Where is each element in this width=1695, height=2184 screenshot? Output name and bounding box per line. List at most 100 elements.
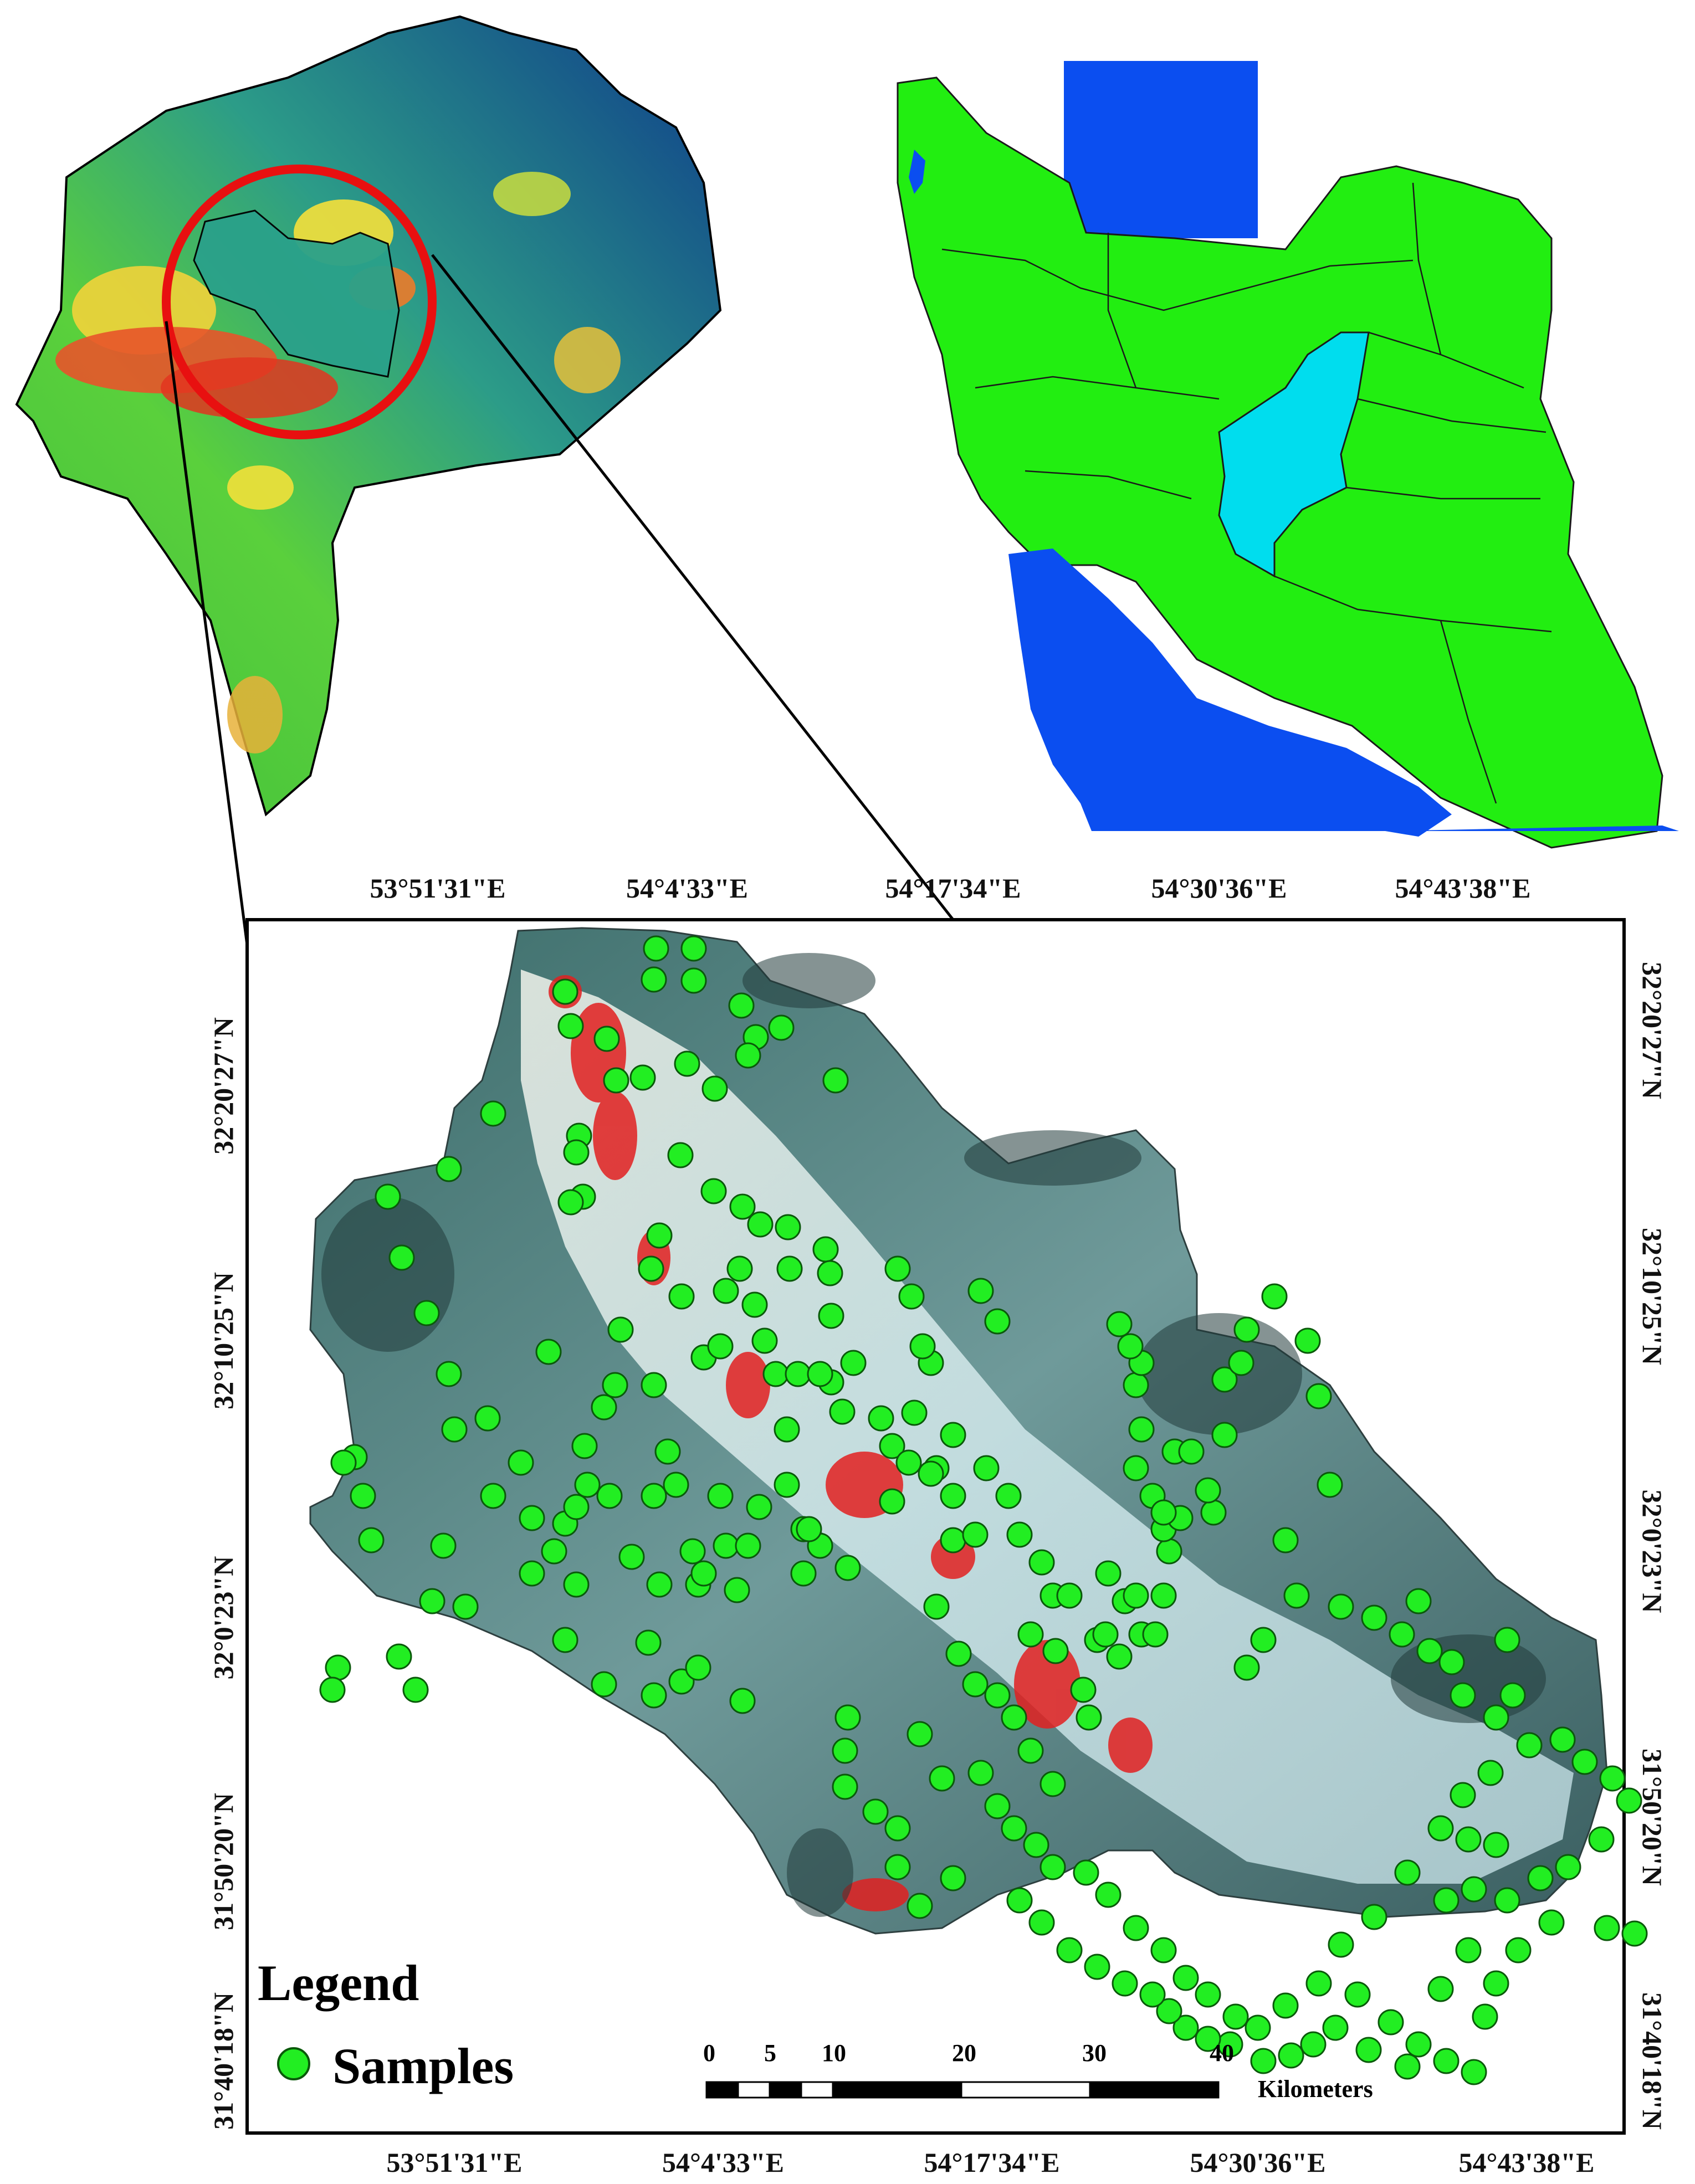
- persian-gulf: [1008, 548, 1679, 837]
- sample-point: [641, 1483, 667, 1509]
- sample-point: [984, 1308, 1011, 1335]
- sample-point: [1017, 1737, 1044, 1764]
- sample-point: [1599, 1765, 1626, 1792]
- sample-point: [638, 1255, 664, 1282]
- lat-label-left: 32°10'25"N: [208, 1272, 239, 1409]
- sample-point: [1211, 1422, 1238, 1448]
- sample-point: [1317, 1472, 1343, 1498]
- sample-point: [1361, 1604, 1387, 1631]
- sample-point: [1494, 1887, 1520, 1914]
- sample-point: [1092, 1621, 1119, 1648]
- sample-point: [1328, 1593, 1354, 1620]
- sample-point: [1450, 1682, 1476, 1709]
- highlighted-province: [1218, 331, 1370, 578]
- sample-point: [1039, 1771, 1066, 1797]
- sample-point: [325, 1654, 351, 1681]
- scale-tick-label: 30: [1082, 2039, 1107, 2067]
- sample-point: [1028, 1549, 1055, 1576]
- lat-label-left: 32°20'27"N: [208, 1017, 239, 1155]
- sample-point: [402, 1677, 429, 1703]
- sample-point: [1272, 1992, 1299, 2019]
- country-inset-map: [897, 61, 1679, 849]
- sample-point: [747, 1211, 774, 1238]
- sample-point: [1455, 1937, 1482, 1963]
- sample-point: [1555, 1854, 1581, 1880]
- sample-point: [746, 1494, 772, 1520]
- sample-point: [884, 1815, 911, 1842]
- lat-label-left: 31°40'18"N: [208, 1992, 239, 2130]
- sample-point: [1156, 1538, 1182, 1565]
- sample-point: [1361, 1904, 1387, 1930]
- dem-patch: [227, 676, 283, 753]
- sample-point: [1278, 2042, 1304, 2069]
- sample-point: [641, 1372, 667, 1398]
- lat-label-left: 31°50'20"N: [208, 1793, 239, 1930]
- sample-point: [918, 1460, 944, 1487]
- sample-point: [1150, 1582, 1177, 1609]
- lon-label-top: 53°51'31"E: [370, 873, 506, 904]
- sample-point: [1483, 1704, 1509, 1731]
- sample-point: [1494, 1627, 1520, 1653]
- sample-point: [375, 1183, 401, 1210]
- sample-point: [967, 1278, 994, 1304]
- sample-point: [807, 1361, 833, 1387]
- sample-point: [701, 1075, 728, 1102]
- sample-point: [1416, 1638, 1443, 1664]
- sample-point: [834, 1555, 861, 1581]
- sample-point: [413, 1300, 440, 1326]
- sample-point: [1427, 1815, 1454, 1842]
- sample-point: [679, 1538, 706, 1565]
- sample-point: [741, 1291, 768, 1318]
- sample-point: [1588, 1826, 1615, 1853]
- sample-point: [1200, 1499, 1227, 1526]
- sample-point: [557, 1189, 584, 1216]
- sample-point: [774, 1416, 800, 1443]
- lat-label-right: 31°50'20"N: [1637, 1749, 1668, 1886]
- sample-points: [319, 935, 1648, 2085]
- sample-point: [1355, 2037, 1382, 2063]
- sample-point: [774, 1472, 800, 1498]
- scale-tick-label: 5: [764, 2039, 776, 2067]
- left-latitude-labels: 32°20'27"N 32°10'25"N 32°0'23"N 31°50'20…: [208, 1017, 239, 2130]
- sample-point: [1228, 1350, 1254, 1376]
- sample-point: [690, 1560, 717, 1587]
- sample-point: [643, 935, 669, 962]
- province-inset-map: [15, 15, 722, 817]
- sample-point: [1250, 2048, 1277, 2074]
- sample-point: [1483, 1832, 1509, 1858]
- sample-point: [1621, 1920, 1648, 1947]
- sample-point: [436, 1361, 462, 1387]
- sample-point: [350, 1483, 376, 1509]
- dem-patch: [161, 357, 338, 418]
- sample-point: [1042, 1638, 1069, 1664]
- sample-point: [1195, 1981, 1221, 2008]
- sample-point: [1139, 1981, 1166, 2008]
- right-latitude-labels: 32°20'27"N 32°10'25"N 32°0'23"N 31°50'20…: [1637, 962, 1668, 2130]
- sample-point: [1272, 1527, 1299, 1554]
- dem-patch: [554, 327, 621, 393]
- sample-point: [1178, 1438, 1205, 1465]
- sample-point: [1571, 1749, 1598, 1775]
- sample-point: [1455, 1826, 1482, 1853]
- scale-bar-segments: [705, 2081, 1220, 2099]
- scale-tick-label: 20: [952, 2039, 976, 2067]
- sample-point: [1389, 1621, 1415, 1648]
- sample-point: [728, 992, 755, 1019]
- sample-point: [480, 1100, 506, 1127]
- sample-point: [1472, 2003, 1498, 2030]
- sample-point: [840, 1350, 867, 1376]
- sample-point: [596, 1483, 623, 1509]
- sample-point: [519, 1505, 545, 1531]
- sample-point: [1245, 2014, 1271, 2041]
- sample-point: [790, 1560, 817, 1587]
- sample-point: [358, 1527, 385, 1554]
- sample-point: [1112, 1970, 1138, 1997]
- sample-point: [822, 1067, 849, 1094]
- sample-point: [1028, 1909, 1055, 1936]
- sample-point: [812, 1236, 839, 1263]
- sample-point: [646, 1571, 673, 1598]
- sample-point: [535, 1339, 562, 1365]
- urmia-lake: [909, 150, 925, 194]
- sample-point: [668, 1668, 695, 1695]
- sample-point: [901, 1399, 928, 1426]
